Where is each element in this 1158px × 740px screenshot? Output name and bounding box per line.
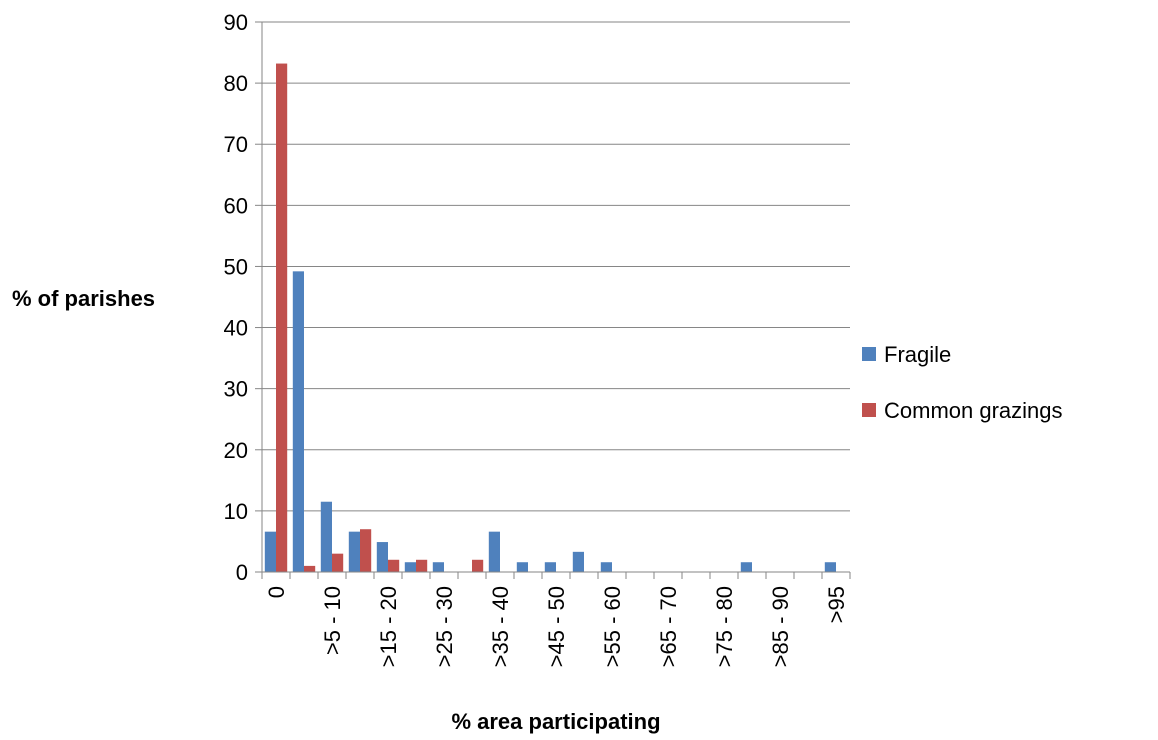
y-tick-label: 90	[224, 10, 248, 35]
bar-fragile	[376, 542, 388, 572]
x-tick-label: >95	[824, 586, 849, 623]
axes	[255, 21, 851, 579]
bar-fragile	[572, 551, 584, 572]
y-tick-label: 80	[224, 71, 248, 96]
y-axis-title: % of parishes	[12, 286, 155, 311]
legend-label: Fragile	[884, 342, 951, 367]
bar-fragile	[320, 501, 332, 572]
x-tick-label: >35 - 40	[488, 586, 513, 667]
y-tick-label: 10	[224, 499, 248, 524]
x-tick-label: 0	[264, 586, 289, 598]
gridlines	[262, 21, 850, 512]
bar-fragile	[404, 562, 416, 572]
y-tick-label: 20	[224, 438, 248, 463]
x-tick-label: >45 - 50	[544, 586, 569, 667]
bar-common-grazings	[472, 559, 484, 572]
x-tick-label: >55 - 60	[600, 586, 625, 667]
x-axis-title: % area participating	[451, 709, 660, 734]
y-tick-label: 50	[224, 254, 248, 279]
bar-fragile	[824, 562, 836, 572]
legend-label: Common grazings	[884, 398, 1063, 423]
x-tick-label: >15 - 20	[376, 586, 401, 667]
bar-fragile	[600, 562, 612, 572]
bar-fragile	[432, 562, 444, 572]
y-tick-label: 70	[224, 132, 248, 157]
bar-fragile	[264, 531, 276, 572]
bar-fragile	[348, 531, 360, 572]
bar-fragile	[292, 271, 304, 572]
bar-common-grazings	[332, 553, 344, 572]
bar-fragile	[544, 562, 556, 572]
legend: Fragile Common grazings	[862, 342, 1063, 423]
x-tick-label: >85 - 90	[768, 586, 793, 667]
bar-common-grazings	[416, 559, 428, 572]
x-tick-label: >5 - 10	[320, 586, 345, 655]
bars	[264, 63, 836, 573]
bar-fragile	[488, 531, 500, 572]
y-tick-label: 60	[224, 193, 248, 218]
bar-common-grazings	[304, 565, 316, 572]
y-tick-label: 40	[224, 316, 248, 341]
legend-swatch	[862, 403, 876, 417]
bar-fragile	[740, 562, 752, 572]
y-tick-labels: 0 10 20 30 40 50 60 70 80 90	[224, 10, 248, 585]
bar-common-grazings	[360, 529, 372, 572]
bar-fragile	[516, 562, 528, 572]
x-tick-label: >65 - 70	[656, 586, 681, 667]
x-tick-label: >75 - 80	[712, 586, 737, 667]
x-tick-label: >25 - 30	[432, 586, 457, 667]
bar-common-grazings	[276, 63, 288, 573]
y-tick-label: 30	[224, 377, 248, 402]
bar-common-grazings	[388, 559, 400, 572]
legend-swatch	[862, 347, 876, 361]
x-tick-labels: 0 >5 - 10 >15 - 20 >25 - 30 >35 - 40 >45 - 50…	[264, 586, 849, 667]
y-tick-label: 0	[236, 560, 248, 585]
